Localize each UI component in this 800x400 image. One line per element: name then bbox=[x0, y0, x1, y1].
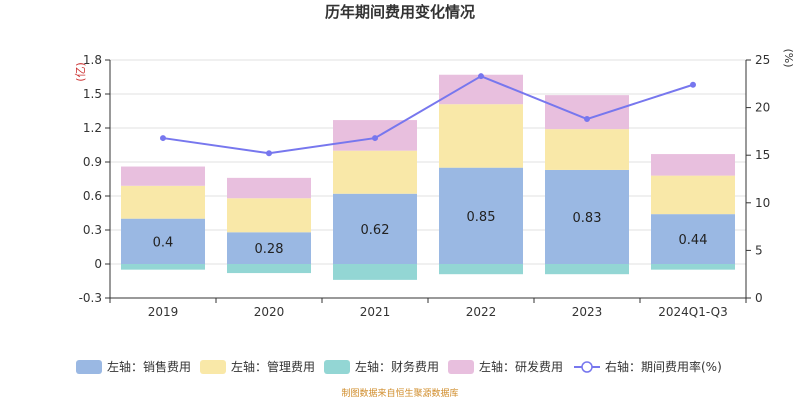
x-tick-label: 2021 bbox=[360, 305, 391, 319]
bar-segment bbox=[651, 154, 735, 176]
bar-data-label: 0.44 bbox=[679, 233, 708, 248]
bar-data-label: 0.85 bbox=[467, 210, 496, 225]
axes: -0.3 0 0.3 0.6 0.9 1.2 1.5 1.8 0 5 10 15 20 25 2019 202… bbox=[79, 53, 771, 319]
right-tick-label: 5 bbox=[755, 243, 763, 257]
bar-segment bbox=[121, 166, 205, 186]
right-tick-label: 15 bbox=[755, 148, 770, 162]
bar-segment bbox=[333, 150, 417, 194]
bar-data-label: 0.83 bbox=[573, 211, 602, 226]
grid-lines bbox=[110, 59, 746, 299]
bar-data-label: 0.62 bbox=[361, 223, 390, 238]
right-tick-label: 10 bbox=[755, 196, 770, 210]
left-tick-label: 0 bbox=[94, 257, 102, 271]
bar-segment bbox=[333, 264, 417, 280]
bar-segment bbox=[227, 232, 311, 264]
bar-segment bbox=[651, 214, 735, 264]
bar-segment bbox=[651, 264, 735, 270]
legend-label: 右轴：期间费用率(%) bbox=[605, 359, 722, 374]
x-tick-label: 2020 bbox=[254, 305, 285, 319]
legend-label: 左轴：销售费用 bbox=[107, 359, 191, 374]
bar-data-label: 0.28 bbox=[255, 242, 284, 257]
bar-segment bbox=[121, 218, 205, 264]
bar-segment bbox=[439, 167, 523, 264]
legend-swatch bbox=[324, 360, 350, 374]
legend-marker bbox=[581, 361, 593, 373]
rate-point bbox=[478, 73, 484, 80]
bar-segment bbox=[545, 264, 629, 275]
source-note: 制图数据来自恒生聚源数据库 bbox=[341, 387, 458, 399]
right-tick-label: 0 bbox=[755, 291, 763, 305]
rate-point bbox=[584, 116, 590, 123]
right-tick-label: 20 bbox=[755, 101, 770, 115]
bar-segment bbox=[227, 264, 311, 274]
left-tick-label: 1.2 bbox=[83, 121, 102, 135]
bar-segment bbox=[333, 193, 417, 264]
bar-segment bbox=[121, 185, 205, 219]
bar-segment bbox=[439, 104, 523, 168]
rate-line bbox=[160, 73, 696, 157]
x-tick-label: 2024Q1-Q3 bbox=[658, 305, 727, 319]
bar-segment bbox=[439, 74, 523, 105]
bar-segment bbox=[545, 169, 629, 264]
x-tick-label: 2023 bbox=[572, 305, 603, 319]
rate-point bbox=[690, 81, 696, 88]
x-tick-label: 2019 bbox=[148, 305, 179, 319]
rate-point bbox=[372, 135, 378, 142]
left-tick-label: 0.9 bbox=[83, 155, 102, 169]
rate-point bbox=[266, 150, 272, 157]
bar-segment bbox=[545, 95, 629, 130]
x-tick-label: 2022 bbox=[466, 305, 497, 319]
left-tick-label: 1.5 bbox=[83, 87, 102, 101]
left-tick-label: 0.6 bbox=[83, 189, 102, 203]
rate-point bbox=[160, 135, 166, 142]
legend-label: 左轴：财务费用 bbox=[355, 359, 439, 374]
bar-data-label: 0.4 bbox=[153, 235, 174, 250]
left-tick-label: 0.3 bbox=[83, 223, 102, 237]
legend-label: 左轴：管理费用 bbox=[231, 359, 315, 374]
legend: 左轴：销售费用 左轴：管理费用 左轴：财务费用 左轴：研发费用 右轴：期间费用率(%) bbox=[76, 359, 722, 374]
bars: 0.4 0.28 0.62 0.85 0.83 0.44 bbox=[121, 74, 735, 280]
legend-swatch bbox=[448, 360, 474, 374]
bar-segment bbox=[651, 175, 735, 215]
right-tick-label: 25 bbox=[755, 53, 770, 67]
bar-segment bbox=[439, 264, 523, 275]
bar-segment bbox=[227, 198, 311, 233]
bar-segment bbox=[227, 177, 311, 199]
bar-segment bbox=[545, 129, 629, 170]
right-axis-unit: (%) bbox=[782, 48, 795, 67]
chart-title: 历年期间费用变化情况 bbox=[325, 3, 475, 21]
legend-swatch bbox=[200, 360, 226, 374]
rate-line-path bbox=[162, 75, 694, 155]
bar-segment bbox=[121, 264, 205, 270]
left-axis-unit: (亿) bbox=[74, 62, 87, 82]
legend-swatch bbox=[76, 360, 102, 374]
left-tick-label: -0.3 bbox=[79, 291, 102, 305]
legend-label: 左轴：研发费用 bbox=[479, 359, 563, 374]
left-tick-label: 1.8 bbox=[83, 53, 102, 67]
